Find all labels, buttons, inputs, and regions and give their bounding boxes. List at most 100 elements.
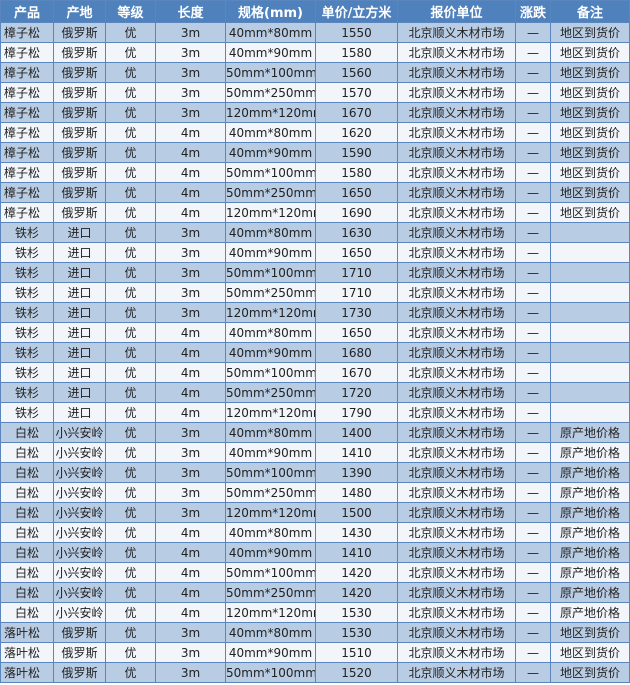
cell-product: 白松 bbox=[0, 502, 54, 523]
cell-origin: 俄罗斯 bbox=[53, 102, 106, 123]
cell-quote-unit: 北京顺义木材市场 bbox=[397, 542, 516, 563]
cell-origin: 进口 bbox=[53, 382, 106, 403]
table-row: 白松 小兴安岭优 4m 50mm*100mm 1420 北京顺义木材市场 — 原产地价格 bbox=[0, 562, 630, 583]
cell-price: 1400 bbox=[315, 422, 398, 443]
cell-change: — bbox=[515, 402, 551, 423]
cell-spec: 120mm*120mm bbox=[225, 502, 316, 523]
cell-price: 1510 bbox=[315, 642, 398, 663]
cell-length: 4m bbox=[155, 562, 226, 583]
cell-spec: 40mm*80mm bbox=[225, 122, 316, 143]
cell-length: 4m bbox=[155, 142, 226, 163]
cell-change: — bbox=[515, 602, 551, 623]
cell-price: 1580 bbox=[315, 42, 398, 63]
cell-length: 4m bbox=[155, 322, 226, 343]
cell-price: 1560 bbox=[315, 62, 398, 83]
cell-product: 白松 bbox=[0, 522, 54, 543]
cell-price: 1730 bbox=[315, 302, 398, 323]
cell-note bbox=[550, 242, 630, 263]
cell-spec: 50mm*250mm bbox=[225, 82, 316, 103]
cell-quote-unit: 北京顺义木材市场 bbox=[397, 262, 516, 283]
cell-spec: 50mm*100mm bbox=[225, 362, 316, 383]
cell-spec: 40mm*80mm bbox=[225, 22, 316, 43]
cell-length: 3m bbox=[155, 302, 226, 323]
cell-quote-unit: 北京顺义木材市场 bbox=[397, 102, 516, 123]
cell-spec: 40mm*90mm bbox=[225, 442, 316, 463]
cell-note bbox=[550, 322, 630, 343]
header-quote-unit: 报价单位 bbox=[397, 0, 516, 23]
cell-grade: 优 bbox=[105, 542, 156, 563]
table-row: 白松 小兴安岭优 3m 50mm*100mm 1390 北京顺义木材市场 — 原产地价格 bbox=[0, 462, 630, 483]
cell-grade: 优 bbox=[105, 162, 156, 183]
cell-price: 1390 bbox=[315, 462, 398, 483]
cell-note: 原产地价格 bbox=[550, 422, 630, 443]
cell-change: — bbox=[515, 222, 551, 243]
cell-change: — bbox=[515, 162, 551, 183]
cell-note bbox=[550, 302, 630, 323]
cell-note bbox=[550, 222, 630, 243]
cell-grade: 优 bbox=[105, 402, 156, 423]
cell-origin: 俄罗斯 bbox=[53, 202, 106, 223]
cell-product: 樟子松 bbox=[0, 142, 54, 163]
cell-spec: 40mm*90mm bbox=[225, 542, 316, 563]
cell-grade: 优 bbox=[105, 362, 156, 383]
cell-change: — bbox=[515, 542, 551, 563]
cell-price: 1630 bbox=[315, 222, 398, 243]
table-row: 樟子松 俄罗斯优 4m 120mm*120mm 1690 北京顺义木材市场 — 地区到货价 bbox=[0, 202, 630, 223]
cell-length: 4m bbox=[155, 402, 226, 423]
cell-length: 3m bbox=[155, 62, 226, 83]
cell-length: 3m bbox=[155, 262, 226, 283]
cell-quote-unit: 北京顺义木材市场 bbox=[397, 302, 516, 323]
cell-origin: 小兴安岭 bbox=[53, 522, 106, 543]
cell-note: 原产地价格 bbox=[550, 582, 630, 603]
cell-quote-unit: 北京顺义木材市场 bbox=[397, 502, 516, 523]
cell-spec: 40mm*80mm bbox=[225, 622, 316, 643]
cell-length: 4m bbox=[155, 122, 226, 143]
cell-grade: 优 bbox=[105, 282, 156, 303]
cell-quote-unit: 北京顺义木材市场 bbox=[397, 462, 516, 483]
cell-note: 原产地价格 bbox=[550, 522, 630, 543]
cell-price: 1500 bbox=[315, 502, 398, 523]
cell-origin: 小兴安岭 bbox=[53, 582, 106, 603]
cell-origin: 俄罗斯 bbox=[53, 122, 106, 143]
cell-grade: 优 bbox=[105, 302, 156, 323]
cell-spec: 50mm*250mm bbox=[225, 282, 316, 303]
cell-length: 3m bbox=[155, 422, 226, 443]
cell-spec: 50mm*100mm bbox=[225, 262, 316, 283]
header-product: 产品 bbox=[0, 0, 54, 23]
cell-price: 1680 bbox=[315, 342, 398, 363]
cell-quote-unit: 北京顺义木材市场 bbox=[397, 182, 516, 203]
cell-note: 地区到货价 bbox=[550, 82, 630, 103]
cell-length: 3m bbox=[155, 82, 226, 103]
cell-origin: 进口 bbox=[53, 302, 106, 323]
cell-note: 地区到货价 bbox=[550, 202, 630, 223]
cell-length: 4m bbox=[155, 202, 226, 223]
cell-change: — bbox=[515, 282, 551, 303]
cell-change: — bbox=[515, 522, 551, 543]
cell-change: — bbox=[515, 182, 551, 203]
cell-origin: 俄罗斯 bbox=[53, 662, 106, 683]
cell-length: 4m bbox=[155, 522, 226, 543]
cell-length: 4m bbox=[155, 582, 226, 603]
table-row: 白松 小兴安岭优 3m 120mm*120mm 1500 北京顺义木材市场 — 原产地价格 bbox=[0, 502, 630, 523]
cell-origin: 进口 bbox=[53, 222, 106, 243]
cell-price: 1650 bbox=[315, 182, 398, 203]
cell-grade: 优 bbox=[105, 622, 156, 643]
table-row: 铁杉 进口优 4m 120mm*120mm 1790 北京顺义木材市场 — bbox=[0, 402, 630, 423]
cell-spec: 120mm*120mm bbox=[225, 402, 316, 423]
cell-price: 1790 bbox=[315, 402, 398, 423]
cell-length: 4m bbox=[155, 382, 226, 403]
cell-product: 落叶松 bbox=[0, 642, 54, 663]
cell-grade: 优 bbox=[105, 202, 156, 223]
cell-change: — bbox=[515, 362, 551, 383]
cell-change: — bbox=[515, 262, 551, 283]
cell-product: 白松 bbox=[0, 482, 54, 503]
cell-origin: 进口 bbox=[53, 342, 106, 363]
table-row: 白松 小兴安岭优 3m 40mm*80mm 1400 北京顺义木材市场 — 原产地价格 bbox=[0, 422, 630, 443]
table-row: 落叶松 俄罗斯优 3m 40mm*80mm 1530 北京顺义木材市场 — 地区到货价 bbox=[0, 622, 630, 643]
cell-change: — bbox=[515, 202, 551, 223]
cell-product: 樟子松 bbox=[0, 162, 54, 183]
cell-price: 1580 bbox=[315, 162, 398, 183]
cell-product: 铁杉 bbox=[0, 402, 54, 423]
cell-price: 1410 bbox=[315, 442, 398, 463]
cell-grade: 优 bbox=[105, 42, 156, 63]
